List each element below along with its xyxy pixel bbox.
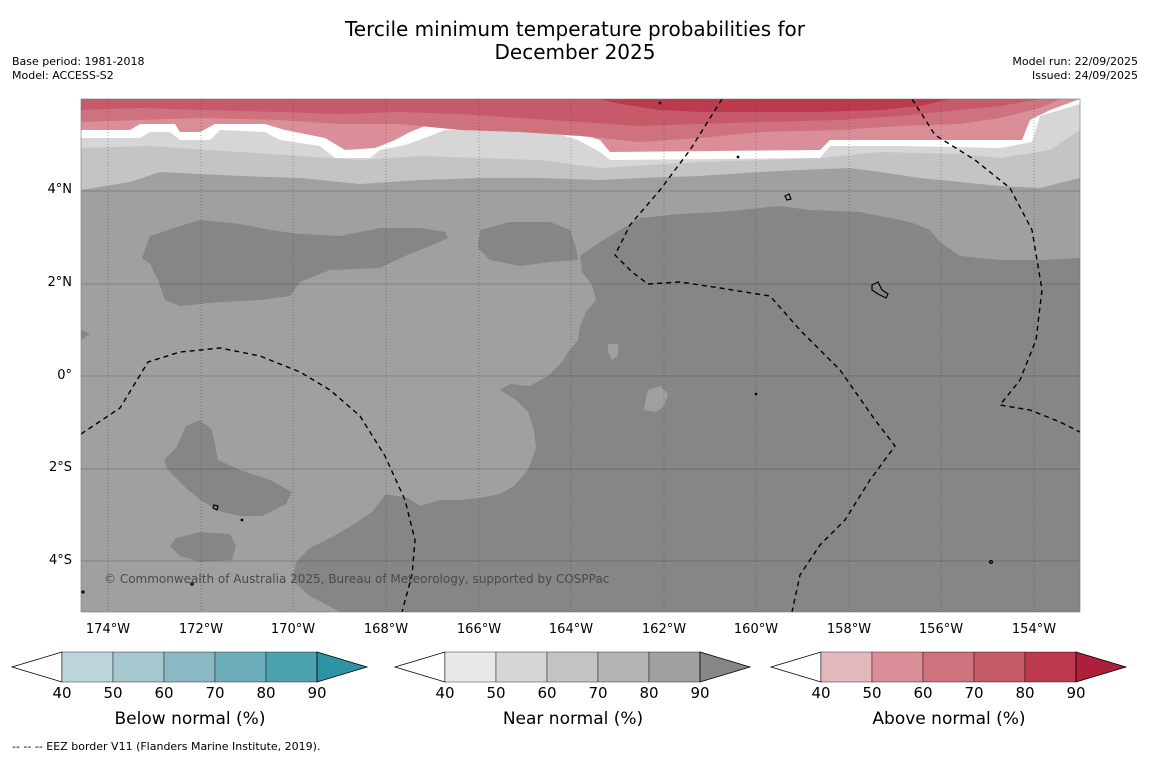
- island-6: [190, 582, 194, 586]
- colorbar-below-tick: 80: [256, 684, 276, 702]
- lon-label-164w: 164°W: [548, 622, 594, 637]
- island-3: [658, 101, 662, 105]
- colorbar-near-max-arrow: [699, 651, 752, 683]
- colorbar-below-segment: [112, 651, 165, 683]
- dark-patch-mid: [478, 222, 578, 266]
- near-normal-80-90-east-region: [292, 206, 1080, 612]
- colorbar-title-near: Near normal (%): [502, 709, 644, 729]
- colorbar-above-tick: 50: [862, 684, 882, 702]
- colorbar-near-tick: 40: [435, 684, 455, 702]
- base-period: Base period: 1981-2018: [12, 55, 145, 68]
- colorbar-below-tick: 70: [205, 684, 225, 702]
- colorbar-below-segment: [61, 651, 114, 683]
- near-normal-pocket: [644, 386, 668, 412]
- lon-label-156w: 156°W: [918, 622, 964, 637]
- lon-label-172w: 172°W: [178, 622, 224, 637]
- title-line-2: December 2025: [494, 40, 656, 64]
- colorbar-below-segment: [265, 651, 318, 683]
- colorbar-title-above: Above normal (%): [872, 709, 1026, 729]
- island-1: [784, 193, 792, 201]
- lon-label-158w: 158°W: [826, 622, 872, 637]
- lon-label-174w: 174°W: [85, 622, 131, 637]
- colorbar-above-segment: [973, 651, 1026, 683]
- islands: [81, 101, 993, 594]
- island-8: [988, 559, 993, 564]
- lat-label-0: 0°: [57, 368, 72, 383]
- colorbar-below-tick: 90: [307, 684, 327, 702]
- lat-gridlines: [81, 190, 1080, 562]
- colorbar-above-segment: [922, 651, 975, 683]
- colorbar-below-tick: 50: [103, 684, 123, 702]
- colorbar-near-normal: [393, 651, 752, 683]
- lat-label-4n: 4°N: [47, 182, 73, 197]
- colorbar-near-segment: [597, 651, 650, 683]
- lon-label-162w: 162°W: [641, 622, 687, 637]
- issued-date: Issued: 24/09/2025: [1031, 69, 1138, 82]
- colorbar-near-tick: 50: [486, 684, 506, 702]
- model-name: Model: ACCESS-S2: [12, 69, 114, 82]
- colorbar-above-tick: 60: [913, 684, 933, 702]
- lat-label-2n: 2°N: [47, 275, 73, 290]
- colorbar-above-tick: 80: [1015, 684, 1035, 702]
- colorbar-near-segment: [444, 651, 497, 683]
- colorbar-below-tick: 40: [52, 684, 72, 702]
- dark-patch-north-west: [142, 220, 448, 306]
- eez-borders: [81, 99, 1080, 612]
- colorbar-above-normal: [769, 651, 1128, 683]
- colorbar-above-segment: [820, 651, 873, 683]
- island-9: [240, 518, 244, 522]
- colorbar-above-tick: 90: [1066, 684, 1086, 702]
- map-frame: [80, 98, 1081, 613]
- meta-left: Base period: 1981-2018 Model: ACCESS-S2: [12, 55, 144, 83]
- colorbar-near-tick: 60: [537, 684, 557, 702]
- colorbar-below-segment: [163, 651, 216, 683]
- lon-label-160w: 160°W: [733, 622, 779, 637]
- colorbar-title-below: Below normal (%): [114, 709, 266, 729]
- island-2: [212, 504, 219, 511]
- colorbar-below-max-arrow: [316, 651, 369, 683]
- colorbar-near-tick: 80: [639, 684, 659, 702]
- dark-patch-edge: [81, 330, 90, 340]
- colorbar-near-segment: [495, 651, 548, 683]
- colorbar-near-min-arrow: [393, 651, 446, 683]
- lon-label-154w: 154°W: [1011, 622, 1057, 637]
- map-area: [81, 99, 1080, 612]
- colorbar-below-min-arrow: [10, 651, 63, 683]
- colorbar-near-segment: [648, 651, 701, 683]
- dark-patch-small: [170, 532, 236, 562]
- lon-label-166w: 166°W: [456, 622, 502, 637]
- model-run: Model run: 22/09/2025: [1012, 55, 1138, 68]
- lon-label-170w: 170°W: [270, 622, 316, 637]
- lat-label-4s: 4°S: [48, 553, 72, 568]
- colorbar-near-tick: 90: [690, 684, 710, 702]
- island-5: [754, 392, 758, 396]
- near-normal-pocket-2: [608, 344, 618, 360]
- colorbar-above-segment: [1024, 651, 1077, 683]
- above-normal-80-90-band: [600, 99, 950, 112]
- colorbar-near-segment: [546, 651, 599, 683]
- colorbar-above-min-arrow: [769, 651, 822, 683]
- meta-right: Model run: 22/09/2025 Issued: 24/09/2025: [1012, 55, 1138, 83]
- chart-title: Tercile minimum temperature probabilitie…: [0, 18, 1150, 64]
- eez-footnote: -- -- -- EEZ border V11 (Flanders Marine…: [12, 740, 321, 753]
- colorbar-above-max-arrow: [1075, 651, 1128, 683]
- colorbar-below-tick: 60: [154, 684, 174, 702]
- island-7: [81, 590, 85, 594]
- colorbar-below-normal: [10, 651, 369, 683]
- colorbar-below-segment: [214, 651, 267, 683]
- island-kiritimati: [871, 281, 889, 299]
- colorbar-above-tick: 40: [811, 684, 831, 702]
- island-4: [736, 155, 740, 159]
- lon-label-168w: 168°W: [363, 622, 409, 637]
- colorbar-near-tick: 70: [588, 684, 608, 702]
- lat-label-2s: 2°S: [48, 460, 72, 475]
- dark-patch-south-west: [164, 420, 292, 516]
- colorbar-above-tick: 70: [964, 684, 984, 702]
- title-line-1: Tercile minimum temperature probabilitie…: [344, 17, 806, 41]
- colorbar-above-segment: [871, 651, 924, 683]
- copyright-notice: © Commonwealth of Australia 2025, Bureau…: [104, 572, 610, 586]
